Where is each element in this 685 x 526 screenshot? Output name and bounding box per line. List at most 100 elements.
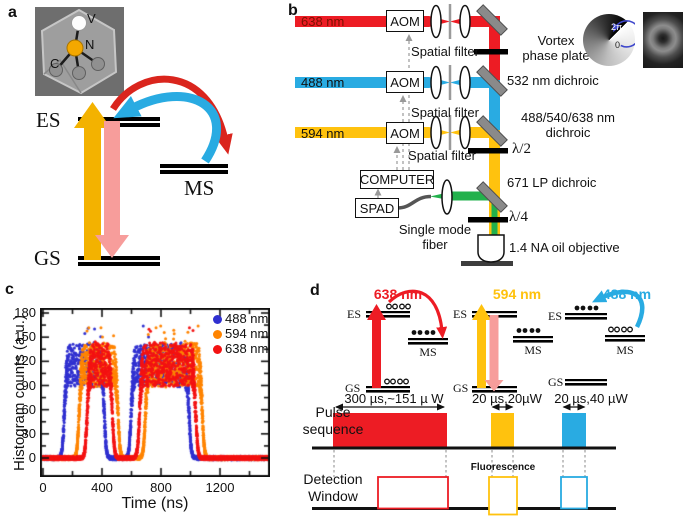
x-axis-title: Time (ns)	[121, 495, 189, 512]
alignment-dashed-lines	[333, 450, 586, 477]
detection-window-488	[560, 476, 588, 510]
y-tick-label: 30	[21, 425, 36, 441]
vortex-phase-plate	[474, 49, 508, 55]
computer-box: COMPUTER	[360, 170, 434, 189]
pulse-annotation-488: 20 µs,40 µW	[554, 391, 628, 406]
levels-638	[366, 311, 448, 393]
spad-box: SPAD	[355, 198, 399, 218]
quarter-waveplate	[468, 217, 508, 223]
legend-item-638: 638 nm	[213, 342, 268, 356]
pulse-annotation-594: 20 µs,20µW	[472, 391, 542, 406]
phase-arrow-art	[612, 20, 635, 48]
fluorescence-label: Fluorescence	[470, 462, 536, 473]
energy-level-diagram-a	[74, 75, 233, 266]
beam-label-638: 638 nm	[301, 14, 345, 29]
sample-slide	[461, 261, 513, 266]
gs-level-line	[78, 262, 160, 266]
pulse-488	[562, 413, 586, 447]
y-tick-label: 180	[14, 305, 36, 320]
filled-population-dots	[411, 305, 599, 335]
beam-column-blue	[489, 80, 500, 130]
objective-label: 1.4 NA oil objective	[509, 240, 620, 255]
beam-label-594: 594 nm	[301, 126, 345, 141]
mirror-638	[476, 4, 508, 36]
half-waveplate	[468, 148, 508, 154]
gs-label-638: GS	[345, 381, 361, 395]
detection-window-594	[488, 476, 518, 516]
detection-window-label: Detection Window	[303, 471, 363, 504]
ms-label-594: MS	[524, 343, 542, 357]
panel-label-a: a	[8, 4, 17, 21]
es-label: ES	[36, 108, 61, 132]
dichroic-488-540-638-label: 488/540/638 nm dichroic	[521, 110, 615, 140]
legend-marker-488	[213, 314, 222, 324]
single-mode-fiber-label: Single mode fiber	[398, 222, 472, 252]
vortex-phase-plate-label: Vortex phase plate	[522, 33, 590, 63]
gs-label-594: GS	[453, 381, 469, 395]
aom-box-638: AOM	[386, 10, 424, 32]
es-label-594: ES	[453, 307, 468, 321]
ms-level-line	[160, 164, 228, 168]
excitation-arrow-594	[472, 304, 491, 388]
phase-direction-arrow	[612, 20, 635, 48]
y-tick-label: 90	[21, 377, 36, 393]
open-population-dots	[384, 303, 633, 385]
es-level-line	[78, 117, 160, 121]
pulse-annotation-638: 300 µs,~151 µ W	[344, 391, 444, 406]
carbon-atom	[91, 57, 105, 71]
carbon-atom	[49, 63, 63, 77]
nv-center-inset	[35, 7, 124, 96]
spatial-filter-label-488: Spatial filter	[411, 105, 479, 120]
phase-max-label: 2π	[611, 22, 623, 32]
pulse-638	[333, 413, 447, 447]
ms-label-488: MS	[616, 343, 634, 357]
spatial-filter-label-638: Spatial filter	[411, 44, 479, 59]
emission-arrow	[95, 121, 129, 258]
diagram-title-488: 488 nm	[602, 286, 652, 302]
fluorescence-beam-horizontal	[430, 191, 489, 201]
gs-level-line	[78, 256, 160, 260]
histogram-canvas	[40, 308, 270, 477]
panel-label-c: c	[5, 281, 14, 298]
fluorescence-beam-vertical	[491, 197, 498, 263]
nitrogen-label: N	[85, 37, 95, 52]
single-mode-fiber-line	[396, 194, 432, 210]
pulse-594	[491, 413, 514, 447]
legend-label-488: 488 nm	[225, 311, 269, 326]
beam-label-488: 488 nm	[301, 75, 345, 90]
dichroic-532	[476, 65, 508, 97]
levels-488	[565, 313, 645, 386]
legend-item-594: 594 nm	[213, 327, 268, 341]
y-tick-label: 60	[21, 401, 36, 417]
dichroic-671-lp	[476, 181, 508, 213]
beam-column-red	[489, 17, 500, 80]
x-tick-label: 0	[39, 480, 47, 495]
shelving-arrow-638	[387, 289, 448, 339]
gs-label-488: GS	[548, 375, 564, 389]
quarter-waveplate-label: λ/4	[509, 209, 528, 225]
ms-label-638: MS	[419, 345, 437, 359]
es-label-638: ES	[347, 307, 362, 321]
phase-plate-image: 2π 0	[583, 14, 635, 66]
y-tick-label: 0	[28, 450, 36, 465]
detection-window-638	[377, 476, 449, 510]
ms-level-line	[160, 170, 228, 174]
legend-marker-638	[213, 344, 222, 354]
ms-label: MS	[184, 176, 215, 200]
vacancy-label: V	[87, 11, 96, 26]
doughnut-beam-image	[643, 12, 683, 68]
pulse-scheme-art	[312, 289, 645, 516]
vacancy-atom	[71, 15, 87, 31]
lenses	[430, 4, 471, 215]
y-tick-label: 120	[14, 353, 36, 369]
half-waveplate-label: λ/2	[512, 141, 531, 157]
es-label-488: ES	[548, 309, 563, 323]
aom-box-594: AOM	[386, 122, 424, 144]
carbon-label: C	[50, 56, 60, 71]
aom-box-488: AOM	[386, 71, 424, 93]
gs-label: GS	[34, 246, 61, 270]
phase-min-label: 0	[615, 40, 621, 50]
panel-label-b: b	[288, 2, 298, 19]
emission-arrow-594	[484, 315, 504, 392]
